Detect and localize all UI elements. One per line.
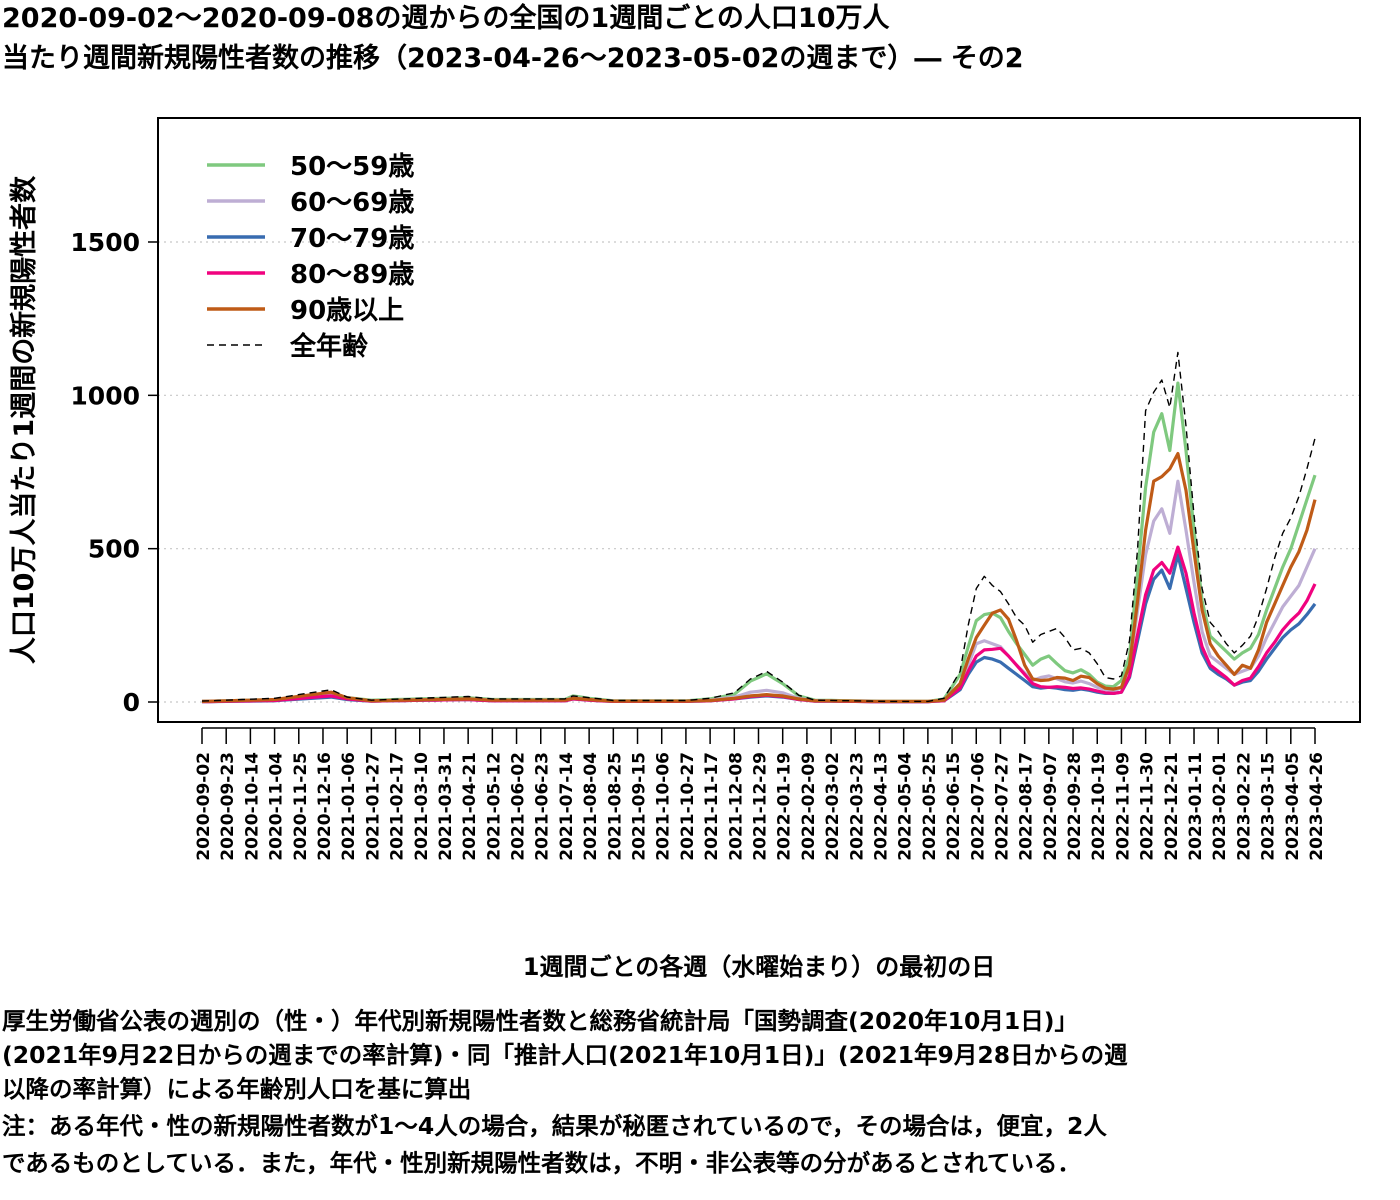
y-axis: 0 500 1000 1500 [70,228,158,717]
legend-label-4: 90歳以上 [290,296,404,326]
y-axis-label: 人口10万人当たり1週間の新規陽性者数 [8,175,40,664]
x-tick-label: 2022-02-09 [799,752,819,861]
x-tick-label: 2022-07-27 [992,752,1012,861]
series-line-5 [201,351,1316,703]
x-tick-label: 2020-09-23 [218,752,238,861]
x-tick-label: 2020-11-25 [291,752,311,861]
x-tick-label: 2023-02-22 [1234,752,1254,861]
x-tick-label: 2021-02-17 [388,752,408,861]
y-tick-label: 0 [123,688,140,717]
source-note-line-3: 以降の率計算）による年齢別人口を基に算出 [2,1075,472,1103]
x-tick-label: 2023-01-11 [1186,752,1206,861]
legend-label-3: 80～89歳 [290,260,414,290]
x-tick-label: 2022-10-19 [1089,752,1109,861]
x-tick-label: 2021-03-31 [436,752,456,861]
x-tick-label: 2020-12-16 [315,752,335,861]
x-tick-label: 2020-09-02 [194,752,214,861]
x-tick-label: 2021-10-06 [654,752,674,861]
x-tick-label: 2021-08-25 [605,752,625,861]
x-tick-label: 2022-03-02 [823,752,843,861]
x-tick-label: 2023-03-15 [1259,752,1279,861]
x-tick-label: 2022-09-07 [1041,752,1061,861]
source-note-line-2: (2021年9月22日からの週までの率計算)・同「推計人口(2021年10月1日… [2,1041,1128,1069]
x-tick-label: 2021-04-21 [460,752,480,861]
plot-frame [157,117,1361,723]
x-tick-label: 2022-05-04 [896,752,916,861]
x-tick-label: 2020-11-04 [267,752,287,861]
x-tick-label: 2022-09-28 [1065,752,1085,861]
x-tick-label: 2022-07-06 [968,752,988,861]
x-tick-label: 2021-06-23 [533,752,553,861]
x-tick-label: 2023-02-01 [1210,752,1230,861]
y-tick-label: 1500 [70,228,140,257]
series-line-4 [201,452,1317,704]
x-tick-label: 2022-11-30 [1138,752,1158,861]
caveat-note-line-1: 注：ある年代・性の新規陽性者数が1～4人の場合，結果が秘匿されているので，その場… [2,1112,1107,1140]
x-tick-label: 2021-03-10 [412,752,432,861]
legend-label-5: 全年齢 [289,331,369,362]
x-tick-label: 2021-06-02 [509,752,529,861]
x-tick-label: 2021-05-12 [484,752,504,861]
y-tick-label: 500 [88,535,140,564]
series-line-2 [201,553,1317,704]
x-tick-label: 2021-12-29 [751,752,771,861]
x-tick-label: 2022-12-21 [1162,752,1182,861]
chart-title-line-2: 当たり週間新規陽性者数の推移（2023-04-26～2023-05-02の週まで… [2,43,1024,74]
x-tick-label: 2021-01-27 [363,752,383,861]
x-tick-label: 2022-04-13 [871,752,891,861]
x-tick-label: 2021-12-08 [726,752,746,861]
x-tick-label: 2020-10-14 [242,752,262,861]
x-tick-label: 2021-08-04 [581,752,601,861]
series-lines [201,351,1317,704]
chart-title-line-1: 2020-09-02～2020-09-08の週からの全国の1週間ごとの人口10万… [2,3,890,34]
x-tick-label: 2022-05-25 [920,752,940,861]
x-tick-label: 2022-06-15 [944,752,964,861]
x-tick-label: 2022-08-17 [1017,752,1037,861]
gridlines [158,241,1360,703]
y-tick-label: 1000 [70,381,140,410]
x-tick-label: 2021-10-27 [678,752,698,861]
x-tick-label: 2021-09-15 [630,752,650,861]
x-tick-label: 2022-11-09 [1113,752,1133,861]
caveat-note-line-2: であるものとしている．また，年代・性別新規陽性者数は，不明・非公表等の分があると… [2,1149,1081,1177]
x-tick-label: 2022-03-23 [847,752,867,861]
source-note-line-1: 厚生労働省公表の週別の（性・）年代別新規陽性者数と総務省統計局「国勢調査(202… [2,1007,1078,1035]
x-tick-label: 2021-11-17 [702,752,722,861]
x-axis: 2020-09-02 2020-09-23 2020-10-14 2020-11-04… [194,727,1327,861]
x-tick-label: 2023-04-05 [1283,752,1303,861]
x-tick-label: 2021-07-14 [557,752,577,861]
legend-label-1: 60～69歳 [290,188,414,218]
x-tick-label: 2022-01-19 [775,752,795,861]
line-chart: 0 500 1000 1500 2020-09-02 2020-09-23 2020-10… [8,117,1361,981]
x-tick-label: 2023-04-26 [1307,752,1327,861]
legend-label-0: 50～59歳 [290,152,414,182]
x-tick-label: 2021-01-06 [339,752,359,861]
legend-label-2: 70～79歳 [290,224,414,254]
x-axis-label: 1週間ごとの各週（水曜始まり）の最初の日 [523,953,995,981]
